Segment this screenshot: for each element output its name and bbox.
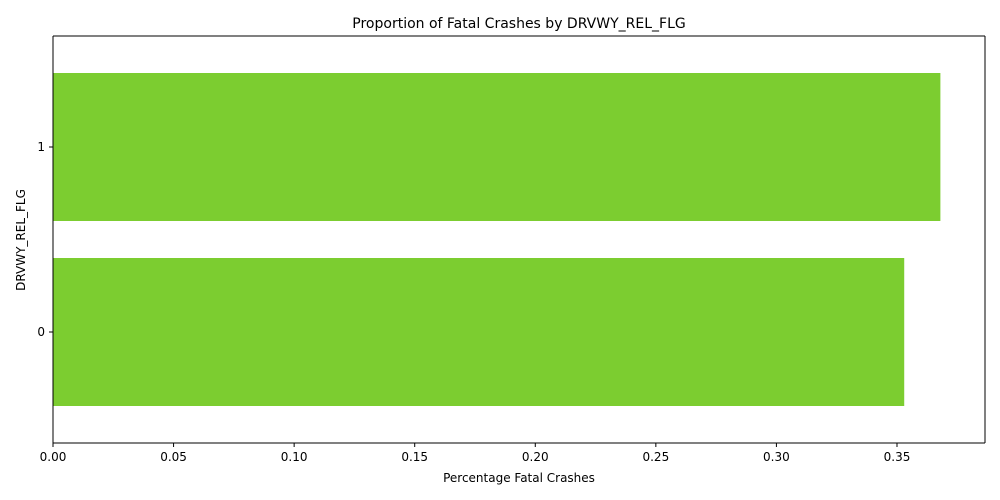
y-tick-label: 0: [37, 325, 45, 339]
bar-0: [53, 258, 905, 406]
bars-group: [53, 73, 941, 406]
x-tick-label: 0.20: [522, 450, 549, 464]
x-tick-label: 0.10: [281, 450, 308, 464]
bar-1: [53, 73, 941, 221]
y-tick-label: 1: [37, 140, 45, 154]
y-ticks-group: 01: [37, 140, 53, 339]
axes-frame: [52, 35, 986, 444]
y-axis-label: DRVWY_REL_FLG: [14, 189, 28, 291]
x-axis-label: Percentage Fatal Crashes: [443, 471, 595, 485]
x-tick-label: 0.35: [884, 450, 911, 464]
x-tick-label: 0.25: [642, 450, 669, 464]
chart-title: Proportion of Fatal Crashes by DRVWY_REL…: [352, 16, 685, 32]
x-tick-label: 0.00: [40, 450, 67, 464]
x-ticks-group: 0.00 0.05 0.10 0.15 0.20 0.25 0.30 0.35: [40, 443, 911, 464]
x-tick-label: 0.15: [401, 450, 428, 464]
x-tick-label: 0.30: [763, 450, 790, 464]
x-tick-label: 0.05: [160, 450, 187, 464]
